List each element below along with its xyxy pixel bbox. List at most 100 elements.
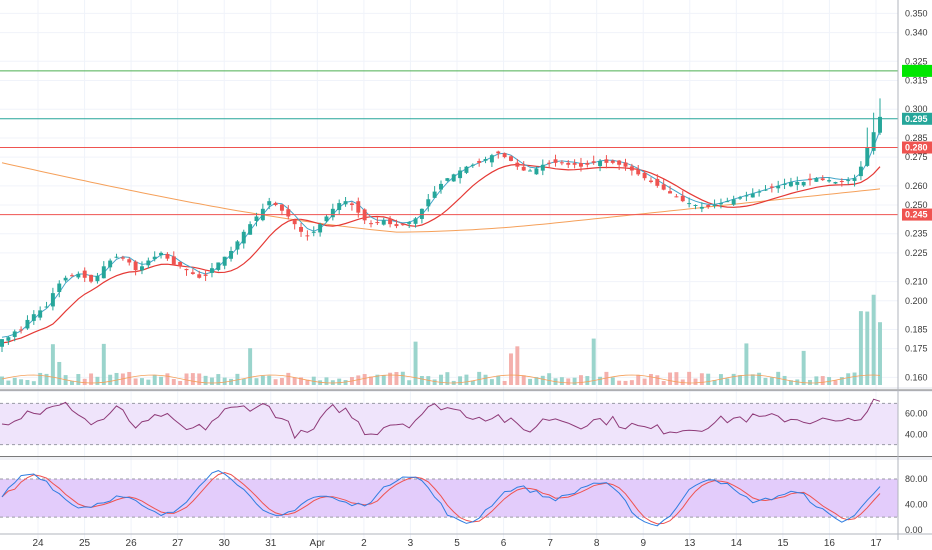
candle[interactable] bbox=[763, 189, 768, 191]
candle[interactable] bbox=[159, 252, 164, 256]
candle[interactable] bbox=[839, 181, 844, 183]
candle[interactable] bbox=[680, 195, 685, 202]
candle[interactable] bbox=[655, 178, 660, 186]
candle[interactable] bbox=[318, 224, 323, 233]
candle[interactable] bbox=[222, 256, 227, 266]
candle[interactable] bbox=[502, 153, 507, 158]
candle[interactable] bbox=[70, 275, 74, 277]
candle[interactable] bbox=[254, 216, 259, 221]
candle[interactable] bbox=[814, 178, 819, 182]
candle[interactable] bbox=[464, 166, 469, 173]
candle[interactable] bbox=[636, 170, 641, 175]
candle[interactable] bbox=[407, 222, 412, 224]
candle[interactable] bbox=[693, 204, 698, 206]
candle[interactable] bbox=[687, 203, 692, 205]
candle[interactable] bbox=[827, 180, 832, 182]
candle[interactable] bbox=[197, 274, 202, 278]
candle[interactable] bbox=[674, 196, 679, 198]
candle[interactable] bbox=[483, 159, 488, 161]
candle[interactable] bbox=[108, 260, 113, 268]
candle[interactable] bbox=[413, 218, 418, 224]
candle[interactable] bbox=[57, 283, 62, 293]
candle[interactable] bbox=[76, 273, 81, 278]
candle[interactable] bbox=[591, 161, 596, 163]
candle[interactable] bbox=[114, 256, 119, 258]
candle[interactable] bbox=[388, 219, 393, 225]
candle[interactable] bbox=[375, 222, 380, 224]
candle[interactable] bbox=[439, 183, 443, 190]
candle[interactable] bbox=[540, 164, 545, 171]
candle[interactable] bbox=[292, 220, 297, 225]
candle[interactable] bbox=[178, 261, 183, 267]
candle[interactable] bbox=[203, 274, 208, 276]
candle[interactable] bbox=[184, 268, 189, 271]
rsi-pane[interactable] bbox=[0, 398, 898, 446]
candle[interactable] bbox=[0, 339, 4, 347]
candle[interactable] bbox=[725, 201, 730, 203]
candle[interactable] bbox=[547, 162, 552, 164]
candle[interactable] bbox=[846, 180, 851, 182]
candle[interactable] bbox=[515, 162, 520, 167]
candle[interactable] bbox=[394, 224, 399, 227]
candle[interactable] bbox=[731, 199, 736, 205]
candle[interactable] bbox=[120, 257, 125, 259]
candle[interactable] bbox=[299, 226, 304, 232]
candle[interactable] bbox=[598, 160, 603, 167]
candle[interactable] bbox=[267, 201, 272, 206]
candle[interactable] bbox=[718, 203, 723, 205]
candle[interactable] bbox=[617, 160, 622, 165]
candle[interactable] bbox=[521, 166, 526, 171]
candle[interactable] bbox=[305, 235, 310, 237]
candle[interactable] bbox=[878, 116, 882, 133]
candle[interactable] bbox=[559, 162, 564, 164]
candle[interactable] bbox=[248, 224, 253, 235]
candle[interactable] bbox=[445, 178, 450, 181]
candle[interactable] bbox=[509, 156, 513, 161]
candle[interactable] bbox=[699, 206, 704, 209]
candle[interactable] bbox=[381, 220, 386, 225]
candle[interactable] bbox=[209, 268, 214, 273]
candle[interactable] bbox=[146, 260, 151, 266]
candle[interactable] bbox=[286, 209, 291, 217]
candle[interactable] bbox=[750, 193, 755, 198]
candle[interactable] bbox=[865, 147, 870, 166]
candle[interactable] bbox=[572, 163, 577, 165]
stochastic-pane[interactable] bbox=[0, 470, 898, 527]
candle[interactable] bbox=[795, 182, 800, 185]
candle[interactable] bbox=[127, 259, 132, 263]
candle[interactable] bbox=[769, 186, 774, 188]
candle[interactable] bbox=[458, 170, 463, 179]
candle[interactable] bbox=[432, 191, 437, 198]
candle[interactable] bbox=[642, 172, 647, 179]
candle[interactable] bbox=[337, 203, 342, 210]
candle[interactable] bbox=[858, 166, 863, 177]
candle[interactable] bbox=[610, 160, 615, 163]
candle[interactable] bbox=[82, 270, 87, 278]
candle[interactable] bbox=[19, 329, 24, 331]
candle[interactable] bbox=[152, 256, 157, 260]
candle[interactable] bbox=[279, 204, 284, 211]
candle[interactable] bbox=[744, 195, 749, 197]
candle[interactable] bbox=[648, 180, 653, 183]
candle[interactable] bbox=[738, 197, 743, 199]
candle[interactable] bbox=[311, 231, 316, 233]
candle[interactable] bbox=[820, 178, 825, 181]
candle[interactable] bbox=[229, 250, 234, 259]
candle[interactable] bbox=[566, 162, 571, 165]
candle[interactable] bbox=[534, 168, 539, 175]
candle[interactable] bbox=[604, 159, 609, 163]
candle[interactable] bbox=[426, 199, 431, 207]
candle[interactable] bbox=[343, 201, 348, 205]
candle[interactable] bbox=[235, 241, 240, 250]
candle[interactable] bbox=[477, 160, 482, 163]
candle[interactable] bbox=[139, 266, 144, 271]
candle[interactable] bbox=[852, 178, 857, 181]
candle[interactable] bbox=[712, 204, 717, 206]
candle[interactable] bbox=[324, 216, 329, 222]
candle[interactable] bbox=[63, 277, 68, 281]
candle[interactable] bbox=[25, 319, 30, 329]
candle[interactable] bbox=[6, 337, 11, 341]
candle[interactable] bbox=[38, 310, 43, 318]
candle[interactable] bbox=[190, 272, 195, 274]
